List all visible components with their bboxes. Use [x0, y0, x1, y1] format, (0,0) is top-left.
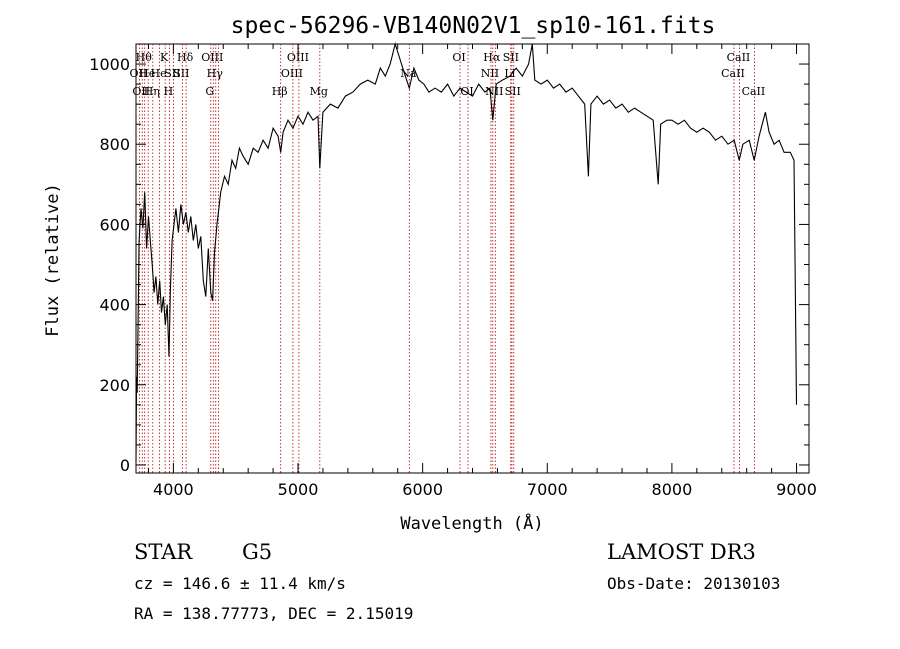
observation-date: Obs-Date: 20130103: [607, 574, 780, 593]
spectral-line-label: Hη: [144, 85, 160, 98]
y-tick-label: 0: [120, 456, 130, 475]
spectral-line-markers: [138, 44, 755, 473]
spectral-line-label: CaII: [721, 67, 745, 80]
x-axis-ticks: 4000 5000 6000 7000 8000 9000: [147, 44, 817, 499]
object-subclass: G5: [242, 540, 272, 564]
spectral-line-label: Na: [400, 67, 417, 80]
chart-title: spec-56296-VB140N02V1_sp10-161.fits: [231, 13, 716, 39]
x-tick-label: 7000: [527, 480, 568, 499]
spectral-line-label: OIII: [287, 51, 309, 64]
x-tick-label: 5000: [278, 480, 319, 499]
object-class: STAR: [134, 540, 193, 564]
spectral-line-label: OIII: [281, 67, 303, 80]
spectral-line-label: OII: [132, 85, 150, 98]
spectrum-series-line: [135, 41, 798, 462]
spectral-line-label: NII: [481, 67, 499, 80]
plot-frame: [135, 43, 810, 474]
spectral-line-label: He: [139, 67, 155, 80]
spectral-line-label: SII: [164, 67, 180, 80]
spectral-line-label: SII: [503, 51, 519, 64]
spectral-line-label: OI: [452, 51, 465, 64]
spectral-line-label: Hθ: [136, 51, 153, 64]
spectral-line-label: H: [164, 85, 174, 98]
spectral-line-label: NII: [485, 85, 503, 98]
y-tick-label: 200: [99, 376, 130, 395]
spectral-line-labels: OIIOIIHθHeHηHeKHSIISIIHδGOIIIHγHβOIIIOII…: [130, 51, 766, 98]
spectral-line-label: Mg: [310, 85, 328, 98]
y-tick-label: 600: [99, 215, 130, 234]
ra-dec: RA = 138.77773, DEC = 2.15019: [134, 604, 413, 623]
x-axis-label: Wavelength (Å): [400, 512, 543, 534]
plot-border: [135, 43, 810, 474]
spectral-line-label: Hδ: [177, 51, 194, 64]
spectral-line-label: Hα: [483, 51, 501, 64]
y-axis-ticks: 0 200 400 600 800 1000: [89, 43, 809, 475]
x-tick-label: 4000: [153, 480, 194, 499]
x-tick-label: 9000: [776, 480, 817, 499]
x-tick-label: 6000: [402, 480, 443, 499]
spectral-line-label: He: [151, 67, 167, 80]
redshift-cz: cz = 146.6 ± 11.4 km/s: [134, 574, 346, 593]
spectral-line-label: Li: [504, 67, 515, 80]
spectral-line-label: SII: [173, 67, 189, 80]
spectral-line-label: G: [205, 85, 214, 98]
spectral-line-label: Hγ: [207, 67, 224, 80]
x-tick-label: 8000: [652, 480, 693, 499]
y-tick-label: 1000: [89, 55, 130, 74]
y-tick-label: 400: [99, 296, 130, 315]
spectral-line-label: CaII: [727, 51, 751, 64]
spectral-line-label: SII: [505, 85, 521, 98]
spectral-line-label: K: [160, 51, 169, 64]
y-axis-label: Flux (relative): [43, 183, 63, 337]
survey-name: LAMOST DR3: [607, 540, 756, 564]
spectral-line-label: CaII: [742, 85, 766, 98]
y-tick-label: 800: [99, 135, 130, 154]
spectral-line-label: OII: [130, 67, 148, 80]
spectral-line-label: OIII: [201, 51, 223, 64]
spectral-line-label: Hβ: [272, 85, 288, 98]
